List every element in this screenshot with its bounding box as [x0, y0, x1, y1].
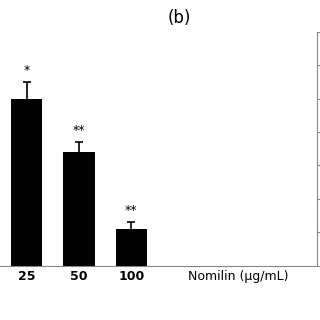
Bar: [63, 152, 95, 266]
Bar: [116, 229, 147, 266]
X-axis label: Nomilin (μg/mL): Nomilin (μg/mL): [188, 270, 289, 283]
Text: *: *: [23, 64, 30, 77]
Text: **: **: [125, 204, 138, 217]
Text: (b): (b): [168, 9, 191, 27]
Text: **: **: [73, 124, 85, 137]
Bar: [11, 99, 42, 266]
